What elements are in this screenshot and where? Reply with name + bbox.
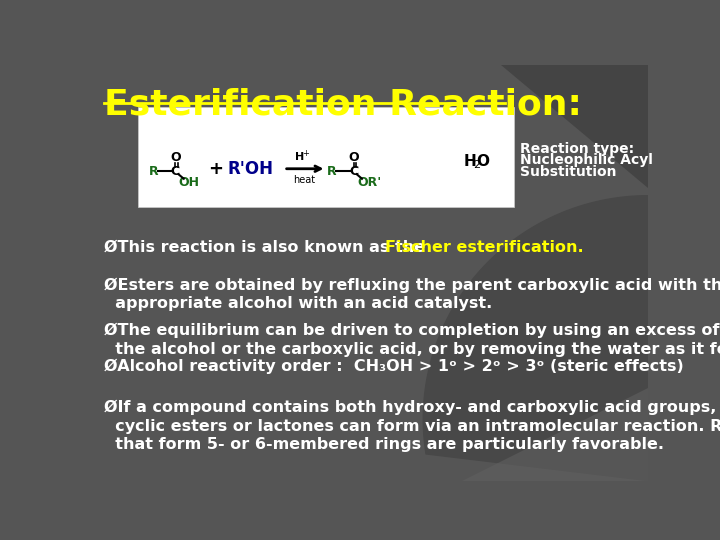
Text: heat: heat	[294, 176, 316, 185]
Text: ØThis reaction is also known as the: ØThis reaction is also known as the	[104, 240, 431, 254]
Polygon shape	[462, 388, 648, 481]
Polygon shape	[500, 65, 648, 188]
Text: C: C	[349, 165, 358, 178]
Text: C: C	[171, 165, 180, 178]
Text: O: O	[170, 151, 181, 164]
Text: O: O	[348, 151, 359, 164]
Text: H: H	[294, 152, 304, 162]
Text: Nucleophilic Acyl: Nucleophilic Acyl	[520, 153, 653, 167]
Text: Fischer esterification.: Fischer esterification.	[385, 240, 584, 254]
Text: R'OH: R'OH	[228, 160, 274, 178]
Text: +: +	[302, 149, 309, 158]
Text: ØThe equilibrium can be driven to completion by using an excess of either
  the : ØThe equilibrium can be driven to comple…	[104, 323, 720, 357]
Text: H: H	[464, 153, 476, 168]
Text: Reaction type:: Reaction type:	[520, 142, 634, 156]
Text: OR': OR'	[357, 176, 381, 189]
Text: Esterification Reaction:: Esterification Reaction:	[104, 88, 582, 122]
Text: R: R	[149, 165, 158, 178]
Text: R: R	[327, 165, 337, 178]
Text: 2: 2	[473, 160, 480, 170]
Text: ØIf a compound contains both hydroxy- and carboxylic acid groups, then
  cyclic : ØIf a compound contains both hydroxy- an…	[104, 400, 720, 453]
Text: O: O	[477, 153, 490, 168]
Text: ØEsters are obtained by refluxing the parent carboxylic acid with the
  appropri: ØEsters are obtained by refluxing the pa…	[104, 278, 720, 311]
FancyBboxPatch shape	[138, 107, 514, 207]
Text: +: +	[208, 160, 223, 178]
Text: ØAlcohol reactivity order :  CH₃OH > 1ᵒ > 2ᵒ > 3ᵒ (steric effects): ØAlcohol reactivity order : CH₃OH > 1ᵒ >…	[104, 358, 684, 374]
Polygon shape	[423, 195, 720, 481]
Text: OH: OH	[179, 176, 199, 189]
Text: Substitution: Substitution	[520, 165, 616, 179]
